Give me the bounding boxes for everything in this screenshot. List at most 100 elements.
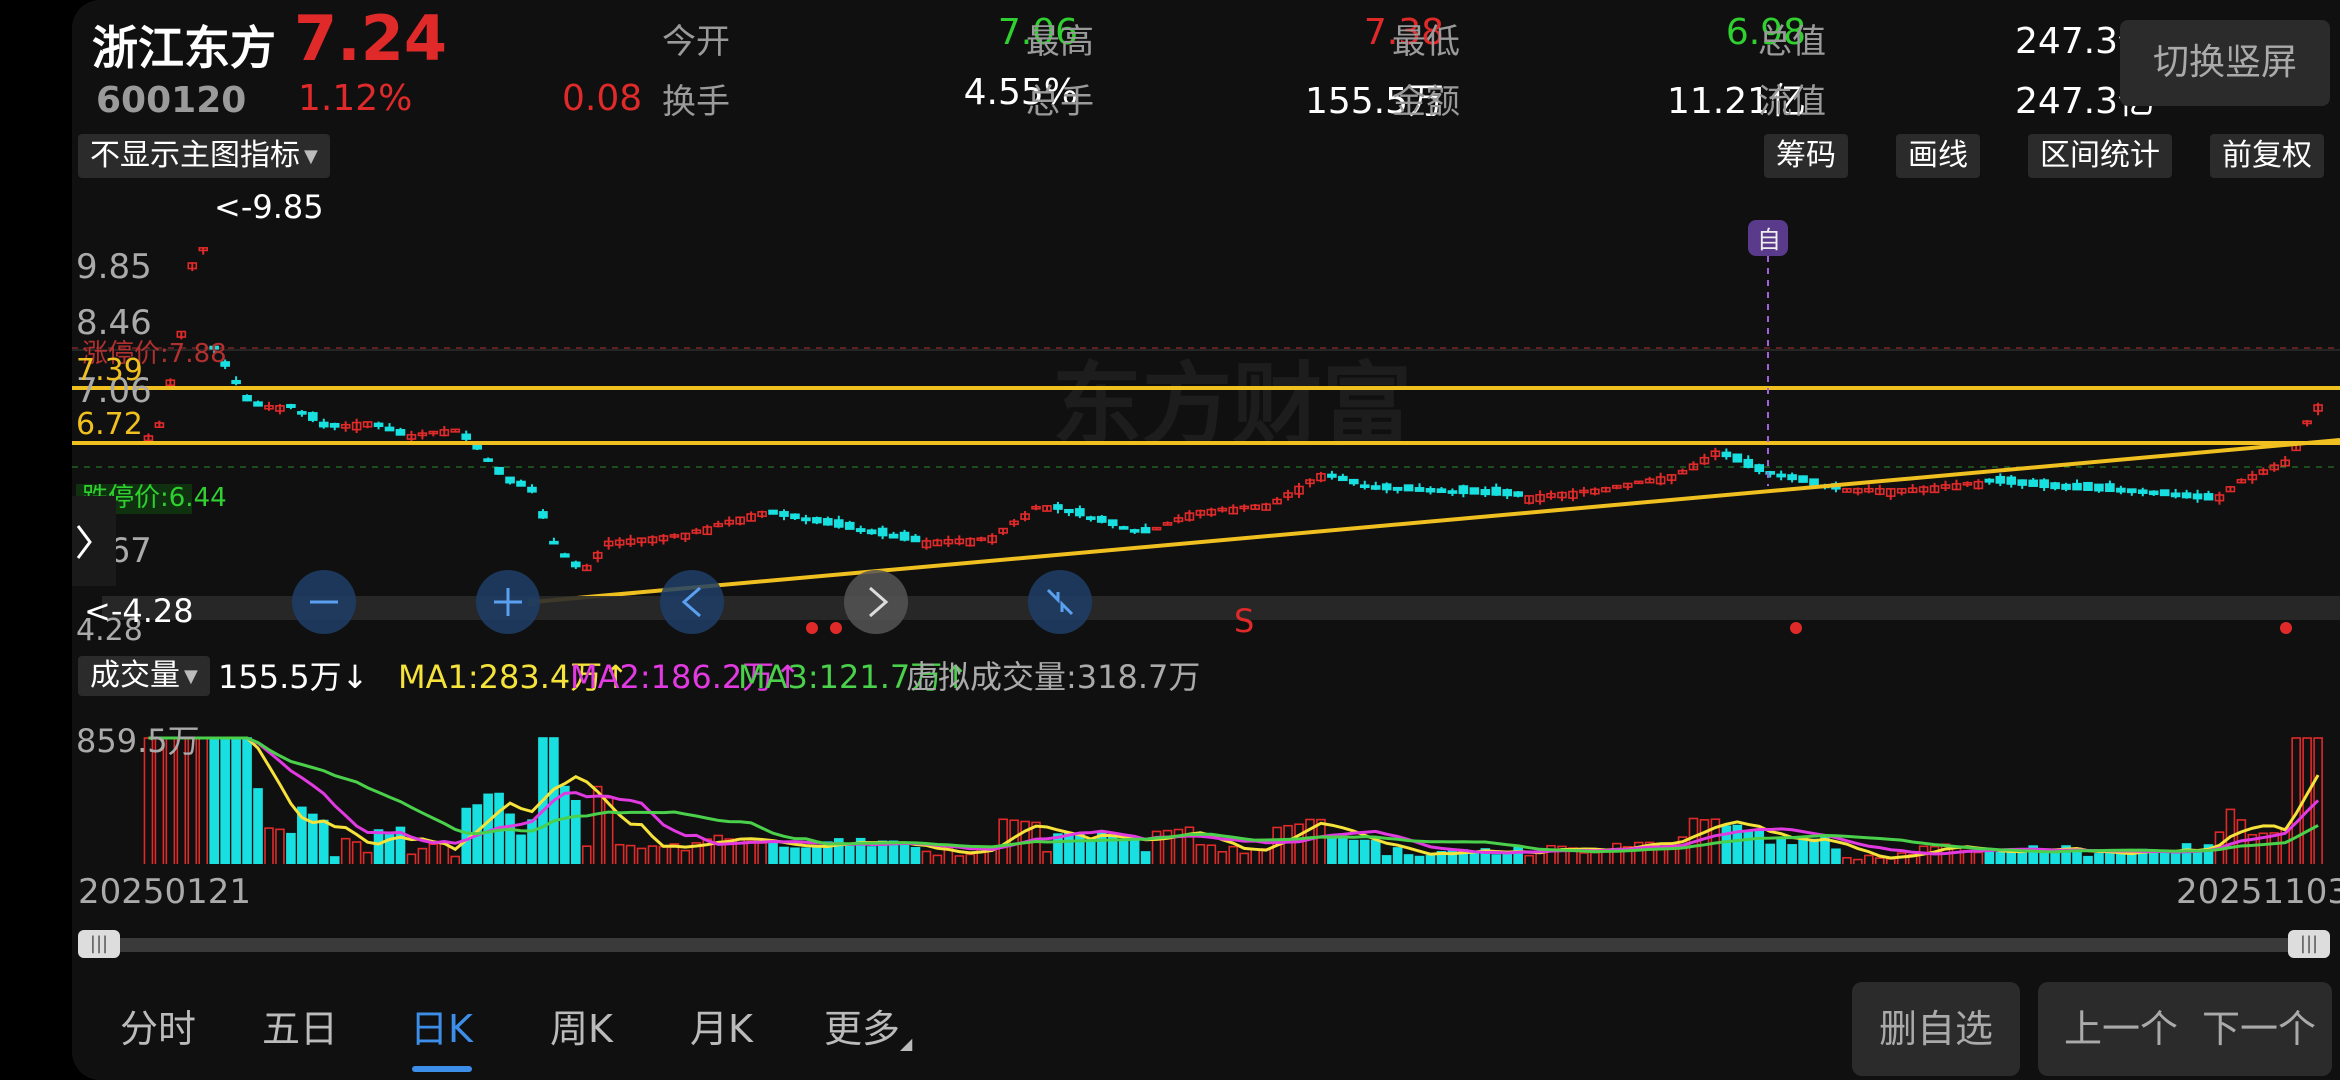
next-stock-button[interactable]: 下一个 (2186, 982, 2332, 1076)
tab-monthly-k[interactable]: 月K (690, 1007, 753, 1051)
candle-body (625, 538, 636, 545)
volume-bar (1338, 837, 1348, 864)
volume-bar (2313, 737, 2323, 864)
volume-bar (1798, 836, 1808, 864)
range-stats-button[interactable]: 区间统计 (2028, 134, 2172, 178)
main-indicator-select[interactable]: 不显示主图指标 ▼ (78, 134, 330, 178)
quote-label-open: 今开 (662, 22, 730, 62)
candle-body (154, 422, 165, 428)
volume-indicator-select[interactable]: 成交量 ▼ (78, 656, 210, 696)
limit-up-label: 涨停价:7.88 (82, 339, 227, 369)
reset-zoom-button[interactable] (1028, 570, 1092, 634)
candle-body (143, 435, 154, 442)
volume-bar (833, 838, 844, 864)
trend-line[interactable] (531, 438, 2340, 604)
volume-bar (1765, 843, 1775, 864)
last-price: 7.24 (294, 2, 447, 75)
volume-bar (1316, 818, 1326, 864)
range-slider-right-handle[interactable]: ||| (2288, 930, 2330, 958)
candle-body (220, 361, 230, 367)
volume-bar (1228, 845, 1239, 864)
ma2-value: MA2:186.2万 (570, 658, 775, 696)
tab-daily-k[interactable]: 日K (410, 1007, 473, 1051)
self-marker[interactable] (1748, 220, 1788, 256)
candle-body (1973, 480, 1984, 490)
expand-left-panel-button[interactable] (72, 496, 116, 586)
corner-arrow-icon: ◢ (900, 1034, 913, 1053)
volume-bar (2061, 845, 2071, 864)
volume-bar (1327, 836, 1337, 864)
candle-body (1798, 475, 1808, 483)
volume-bar (1294, 823, 1304, 864)
volume-bar (516, 834, 526, 864)
horizontal-line-2-label: 6.72 (76, 407, 143, 442)
quote-value-total-cap: 247.3亿 (2014, 21, 2154, 62)
main-indicator-select-label: 不显示主图指标 (90, 138, 300, 173)
ma3-value: MA3:121.7万 (738, 658, 943, 696)
range-slider-left-handle[interactable]: ||| (78, 930, 120, 958)
candle-body (2170, 492, 2181, 498)
candle-body (505, 476, 515, 484)
candle-body (1118, 526, 1129, 530)
previous-stock-button[interactable]: 上一个 (2038, 982, 2204, 1076)
volume-bar (1787, 844, 1797, 864)
candle-body (976, 537, 987, 541)
candle-body (1864, 487, 1874, 493)
volume-bar (1151, 830, 1162, 864)
remove-watchlist-button[interactable]: 删自选 (1852, 982, 2020, 1076)
volume-bar (373, 829, 384, 864)
volume-bar (286, 832, 296, 864)
scroll-left-button[interactable] (660, 570, 724, 634)
stock-name: 浙江东方 (92, 21, 276, 75)
candlestick-chart[interactable]: 东方财富 9.85 8.46 7.06 5.67 4.28 <-9.85 <-4… (72, 186, 2340, 646)
tab-weekly-k[interactable]: 周K (550, 1007, 613, 1051)
candle-body (658, 535, 669, 542)
candle-body (209, 345, 219, 350)
volume-bar (1995, 851, 2006, 864)
candle-body (1096, 515, 1107, 523)
candle-body (2006, 476, 2017, 485)
draw-line-button[interactable]: 画线 (1896, 134, 1980, 178)
volume-bar (680, 849, 691, 864)
volume-bar (1842, 856, 1852, 864)
volume-bar (1513, 846, 1523, 864)
candle-body (2116, 487, 2126, 493)
candle-body (351, 421, 362, 431)
adjust-button[interactable]: 前复权 (2210, 134, 2324, 178)
candle-body (713, 522, 724, 528)
range-slider-track[interactable] (80, 938, 2330, 952)
candle-body (2214, 494, 2225, 502)
volume-bars (143, 737, 2323, 864)
tab-more[interactable]: 更多◢ (824, 998, 912, 1053)
candle-body (1765, 471, 1775, 475)
ma2-line (148, 736, 2320, 856)
chips-button[interactable]: 筹码 (1764, 134, 1848, 178)
candle-body (176, 330, 187, 338)
ma3-arrow: ↑ (942, 658, 970, 696)
zoom-out-button[interactable] (292, 570, 356, 634)
volume-bar (1809, 838, 1819, 864)
candle-body (1162, 522, 1173, 526)
volume-chart[interactable]: 859.5万 (72, 704, 2340, 864)
candle-body (264, 405, 274, 410)
tab-intraday[interactable]: 分时 (120, 1007, 197, 1051)
volume-bar (1524, 854, 1534, 864)
volume-bar (658, 845, 669, 864)
volume-bar (2028, 845, 2038, 864)
candle-body (746, 513, 756, 522)
scroll-right-button[interactable] (844, 570, 908, 634)
volume-bar (768, 840, 778, 864)
ma1-arrow: ↑ (602, 658, 630, 696)
chart-scroll-bar[interactable] (102, 596, 2340, 620)
volume-bar (2291, 737, 2301, 864)
active-tab-indicator (412, 1066, 472, 1072)
switch-portrait-button[interactable]: 切换竖屏 (2120, 20, 2330, 106)
volume-bar (318, 819, 329, 864)
volume-bar (450, 855, 461, 864)
volume-bar (1250, 848, 1260, 864)
volume-bar (527, 819, 537, 864)
zoom-in-button[interactable] (476, 570, 540, 634)
tab-five-day[interactable]: 五日 (262, 1007, 339, 1051)
volume-bar (1622, 845, 1633, 864)
candle-body (1885, 487, 1896, 497)
